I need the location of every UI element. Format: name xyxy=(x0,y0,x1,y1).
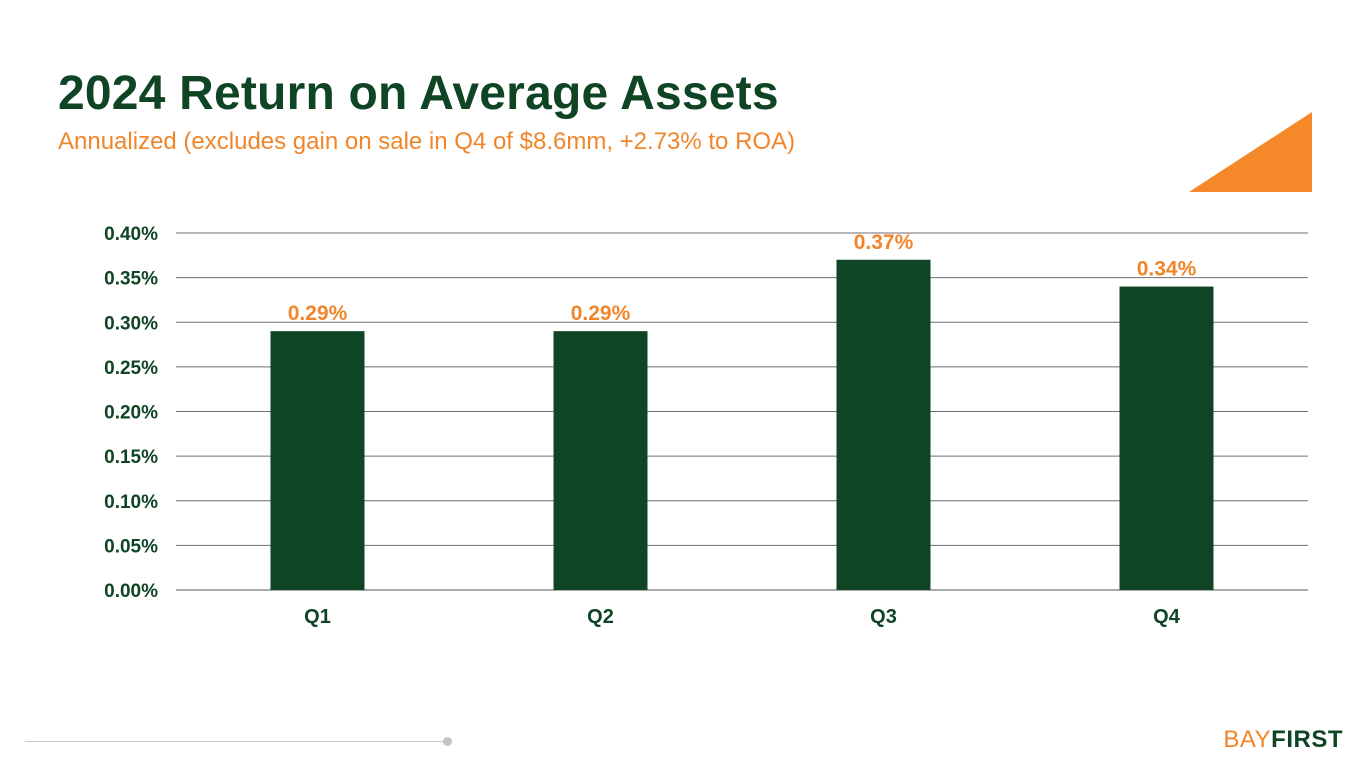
y-tick-label: 0.30% xyxy=(104,313,158,334)
x-tick-label: Q1 xyxy=(304,606,331,628)
y-tick-label: 0.35% xyxy=(104,269,158,290)
data-label: 0.37% xyxy=(854,231,914,254)
data-label: 0.29% xyxy=(288,302,348,325)
x-tick-label: Q2 xyxy=(587,606,614,628)
logo-text-first: FIRST xyxy=(1271,726,1343,753)
logo-text-bay: BAY xyxy=(1223,726,1272,753)
y-tick-label: 0.10% xyxy=(104,492,158,513)
x-tick-label: Q4 xyxy=(1153,606,1181,628)
y-tick-label: 0.20% xyxy=(104,403,158,424)
page-subtitle: Annualized (excludes gain on sale in Q4 … xyxy=(58,128,796,155)
y-tick-label: 0.25% xyxy=(104,358,158,379)
roa-bar-chart: 0.00% 0.05% 0.10% 0.15% 0.20% 0.25% 0.30% 0.35%… xyxy=(104,224,1308,628)
y-tick-label: 0.40% xyxy=(104,224,158,245)
bayfirst-logo: BAYFIRST xyxy=(1223,726,1343,754)
footer-divider xyxy=(25,741,447,742)
bar-q1 xyxy=(270,331,365,590)
data-label: 0.29% xyxy=(571,302,631,325)
y-tick-label: 0.15% xyxy=(104,447,158,468)
bar-q3 xyxy=(836,259,931,590)
bar-q2 xyxy=(553,331,648,590)
x-tick-label: Q3 xyxy=(870,606,897,628)
y-tick-label: 0.05% xyxy=(104,536,158,557)
page-title: 2024 Return on Average Assets xyxy=(58,67,779,120)
data-label: 0.34% xyxy=(1137,258,1197,281)
corner-triangle-decoration xyxy=(1189,112,1312,192)
y-tick-label: 0.00% xyxy=(104,581,158,602)
footer-dot xyxy=(443,737,452,746)
bar-q4 xyxy=(1119,286,1214,590)
